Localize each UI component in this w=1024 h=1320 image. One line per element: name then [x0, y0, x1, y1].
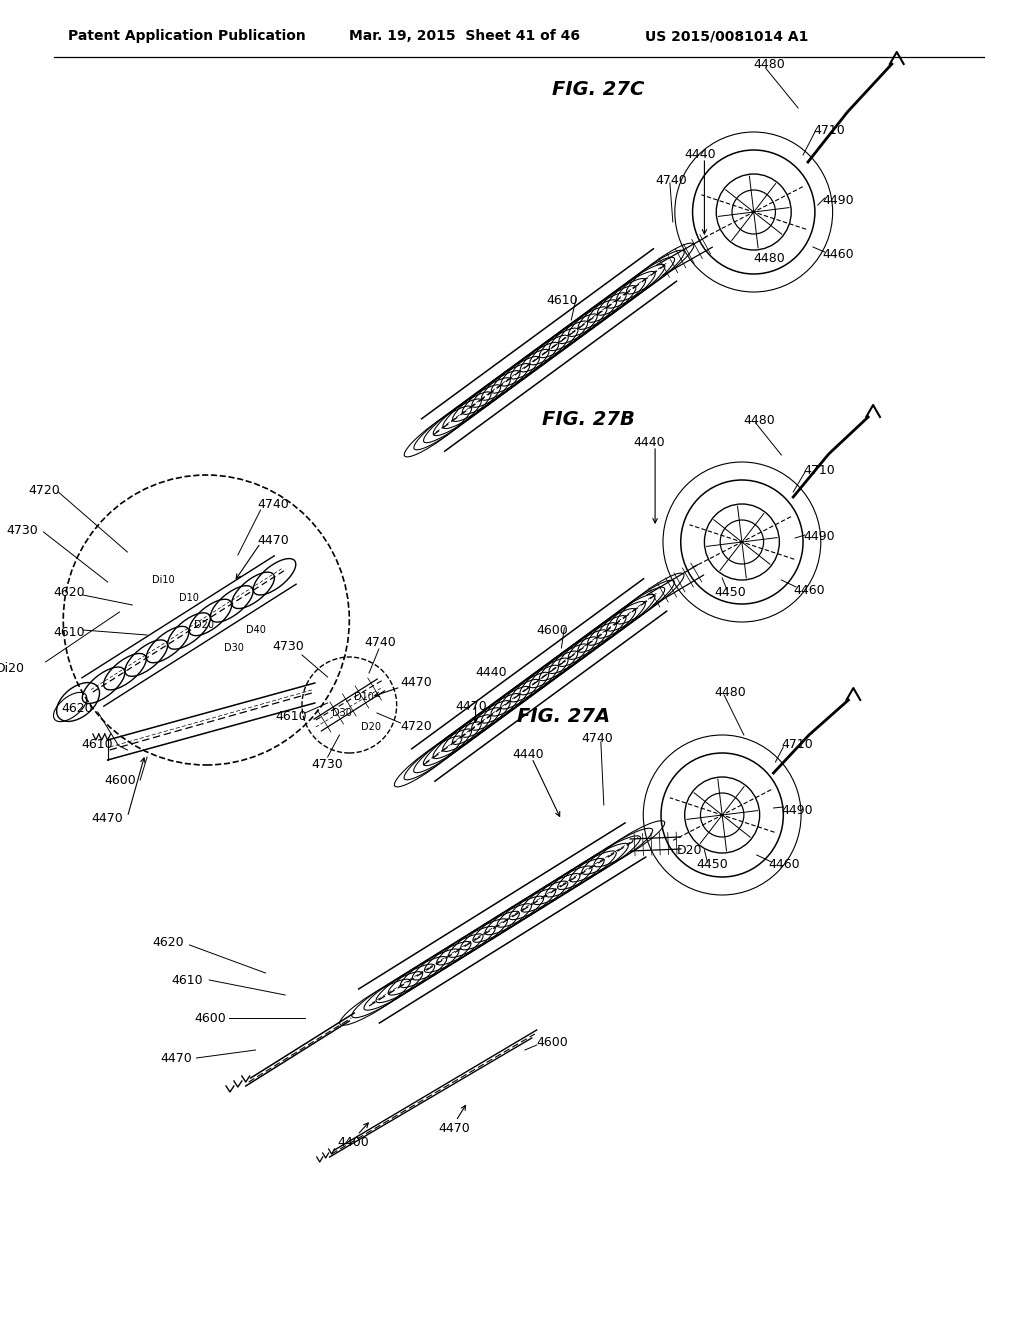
Text: D10: D10 — [178, 593, 199, 603]
Text: 4470: 4470 — [160, 1052, 191, 1064]
Text: 4490: 4490 — [803, 531, 835, 544]
Text: Di20: Di20 — [0, 661, 26, 675]
Text: 4740: 4740 — [365, 636, 396, 649]
Text: 4480: 4480 — [743, 413, 775, 426]
Text: 4470: 4470 — [400, 676, 432, 689]
Text: 4490: 4490 — [781, 804, 813, 817]
Text: 4480: 4480 — [715, 685, 746, 698]
Text: 4470: 4470 — [258, 533, 290, 546]
Text: Patent Application Publication: Patent Application Publication — [69, 29, 306, 44]
Text: 4460: 4460 — [822, 248, 854, 261]
Text: D20: D20 — [195, 620, 214, 630]
Text: 4610: 4610 — [547, 293, 579, 306]
Text: D30: D30 — [224, 643, 244, 653]
Text: 4450: 4450 — [696, 858, 728, 871]
Text: D20: D20 — [677, 843, 702, 857]
Text: 4480: 4480 — [754, 58, 785, 71]
Text: 4710: 4710 — [813, 124, 845, 136]
Text: 4610: 4610 — [172, 974, 204, 986]
Text: 4730: 4730 — [6, 524, 38, 536]
Text: 4740: 4740 — [258, 499, 290, 511]
Text: 4440: 4440 — [685, 149, 717, 161]
Text: 4600: 4600 — [104, 774, 136, 787]
Text: D20: D20 — [361, 722, 381, 733]
Text: 4620: 4620 — [61, 701, 93, 714]
Text: 4740: 4740 — [581, 731, 613, 744]
Text: 4440: 4440 — [634, 436, 665, 449]
Text: 4730: 4730 — [272, 640, 304, 653]
Text: 4490: 4490 — [822, 194, 854, 206]
Text: 4610: 4610 — [275, 710, 307, 723]
Text: 4470: 4470 — [91, 812, 123, 825]
Text: 4450: 4450 — [715, 586, 746, 598]
Text: 4470: 4470 — [438, 1122, 470, 1134]
Text: 4610: 4610 — [53, 626, 85, 639]
Text: 4620: 4620 — [152, 936, 183, 949]
Text: D40: D40 — [246, 624, 265, 635]
Text: 4710: 4710 — [781, 738, 813, 751]
Text: 4440: 4440 — [512, 748, 544, 762]
Text: Mar. 19, 2015  Sheet 41 of 46: Mar. 19, 2015 Sheet 41 of 46 — [349, 29, 581, 44]
Text: 4720: 4720 — [400, 721, 432, 734]
Text: 4730: 4730 — [312, 759, 344, 771]
Text: 4470: 4470 — [456, 700, 487, 713]
Text: D10: D10 — [354, 692, 374, 702]
Text: FIG. 27A: FIG. 27A — [517, 708, 610, 726]
Text: US 2015/0081014 A1: US 2015/0081014 A1 — [645, 29, 809, 44]
Text: 4400: 4400 — [338, 1135, 370, 1148]
Text: FIG. 27B: FIG. 27B — [542, 411, 635, 429]
Text: 4600: 4600 — [195, 1011, 226, 1024]
Text: 4620: 4620 — [53, 586, 85, 598]
Text: Di10: Di10 — [152, 576, 175, 585]
Text: 4740: 4740 — [655, 173, 687, 186]
Text: 4600: 4600 — [537, 1035, 568, 1048]
Text: D30: D30 — [332, 708, 351, 718]
Text: 4480: 4480 — [754, 252, 785, 264]
Text: 4710: 4710 — [803, 463, 835, 477]
Text: FIG. 27C: FIG. 27C — [552, 81, 644, 99]
Text: 4600: 4600 — [537, 623, 568, 636]
Text: 4460: 4460 — [794, 583, 824, 597]
Text: 4440: 4440 — [475, 665, 507, 678]
Text: 4720: 4720 — [29, 483, 60, 496]
Text: 4460: 4460 — [769, 858, 800, 871]
Text: 4610: 4610 — [81, 738, 113, 751]
